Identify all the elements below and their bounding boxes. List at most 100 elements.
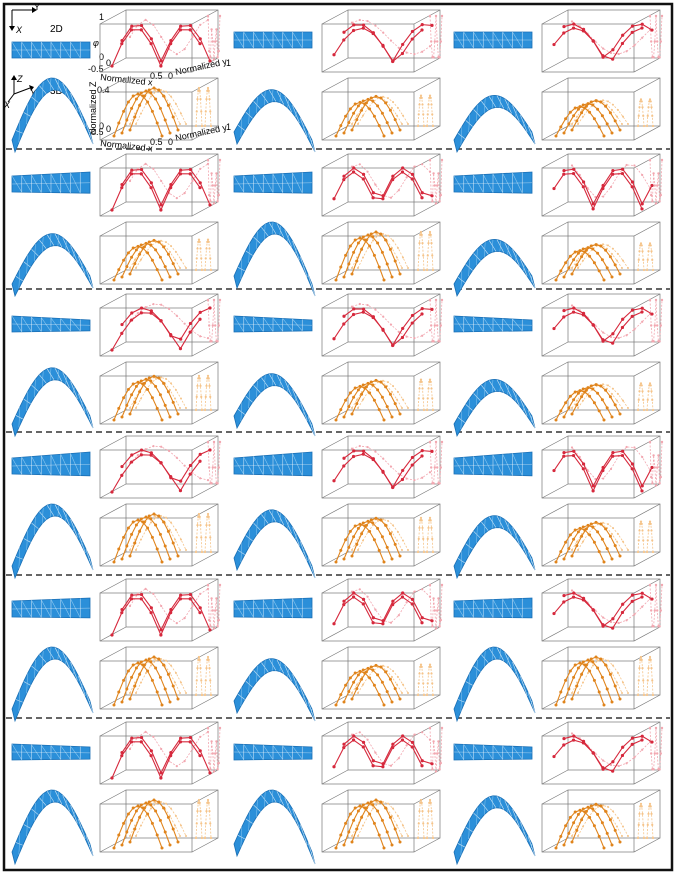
flat-lattice-strip <box>11 743 91 761</box>
arched-lattice-shell <box>233 373 316 437</box>
arched-lattice-shell <box>11 367 94 438</box>
height-curve-panel <box>99 646 219 710</box>
height-curve-panel <box>541 361 661 425</box>
height-curve-panel <box>541 77 661 141</box>
phi-axis-label: φ <box>93 38 99 48</box>
arched-lattice-shell <box>233 789 316 865</box>
height-curve-panel <box>99 77 219 141</box>
phi-curve-panel <box>541 153 664 217</box>
height-curve-panel <box>99 221 219 285</box>
design-grid <box>6 9 670 866</box>
flat-lattice-strip <box>11 315 91 333</box>
height-curve-panel <box>321 646 441 710</box>
label-3d: 3D <box>50 86 63 97</box>
phi-curve-panel <box>541 721 664 785</box>
phi-curve-panel <box>99 9 222 73</box>
flat-lattice-strip <box>233 451 313 477</box>
height-curve-panel <box>321 77 441 141</box>
height-curve-panel <box>541 221 661 285</box>
flat-lattice-strip <box>233 315 313 333</box>
arched-lattice-shell <box>11 646 94 723</box>
y-tick-zero: 0 <box>106 58 111 68</box>
x-tick-zero: 0 <box>168 71 173 81</box>
phi-curve-panel <box>321 9 444 73</box>
flat-lattice-strip <box>11 171 91 194</box>
phi-tick-top: 1 <box>99 12 104 22</box>
arched-lattice-shell <box>11 77 94 154</box>
x-tick-neg: -0.5 <box>88 64 104 74</box>
height-curve-panel <box>541 646 661 710</box>
arched-lattice-shell <box>453 378 536 438</box>
height-curve-panel <box>321 789 441 853</box>
flat-lattice-strip <box>453 31 533 49</box>
flat-lattice-strip <box>233 743 313 761</box>
arched-lattice-shell <box>453 795 536 866</box>
z-axis-label: Normalized Z <box>88 81 98 135</box>
y-tick-zero-z: 0 <box>106 124 111 134</box>
y-axis-label-phi: Normalized y <box>174 56 228 77</box>
y-tick-one-z: 1 <box>226 122 231 132</box>
flat-lattice-strip <box>453 743 533 761</box>
phi-curve-panel <box>321 153 444 217</box>
z-tick-bottom: 0 <box>99 121 104 131</box>
arched-lattice-shell <box>453 515 536 580</box>
phi-curve-panel <box>99 153 222 217</box>
flat-lattice-strip <box>233 597 313 619</box>
height-curve-panel <box>321 503 441 567</box>
arched-lattice-shell <box>453 238 536 298</box>
flat-lattice-strip <box>11 451 91 477</box>
arched-lattice-shell <box>233 509 316 579</box>
flat-lattice-strip <box>11 597 91 619</box>
arched-lattice-shell <box>11 233 94 298</box>
phi-tick-bottom: 0 <box>99 52 104 62</box>
flat-lattice-strip <box>233 31 313 49</box>
height-curve-panel <box>321 361 441 425</box>
axis-z-label: Z <box>16 74 23 84</box>
height-curve-panel <box>99 789 219 853</box>
x-tick-zero-z: 0 <box>168 137 173 147</box>
phi-curve-panel <box>321 293 444 357</box>
arched-lattice-shell <box>233 89 316 153</box>
axes-legend-2d: Y X 2D <box>9 2 63 35</box>
height-curve-panel <box>99 361 219 425</box>
height-curve-panel <box>99 503 219 567</box>
arched-lattice-shell <box>11 503 94 580</box>
flat-lattice-strip <box>453 597 533 619</box>
phi-curve-panel <box>99 293 222 357</box>
x-axis-label-z: Normalized x <box>100 138 154 153</box>
arched-lattice-shell <box>11 789 94 866</box>
phi-curve-panel <box>99 721 222 785</box>
flat-lattice-strip <box>233 171 313 194</box>
phi-curve-panel <box>541 293 664 357</box>
phi-curve-panel <box>99 578 222 642</box>
flat-lattice-strip <box>453 171 533 194</box>
axis-x3d-label: X <box>3 100 11 110</box>
height-curve-panel <box>541 789 661 853</box>
x-tick-pos-z: 0.5 <box>150 137 163 147</box>
height-curve-panel <box>321 221 441 285</box>
flat-lattice-strip <box>453 315 533 333</box>
y-tick-one: 1 <box>226 58 231 68</box>
arched-lattice-shell <box>233 658 316 722</box>
axis-y-label: Y <box>34 2 40 12</box>
arched-lattice-shell <box>233 221 316 297</box>
phi-curve-panel <box>541 9 664 73</box>
x-tick-pos: 0.5 <box>150 71 163 81</box>
phi-curve-panel <box>541 578 664 642</box>
phi-curve-panel <box>321 721 444 785</box>
axis-x-label: X <box>15 25 23 35</box>
x-tick-neg-z: -0.5 <box>88 127 104 137</box>
arched-lattice-shell <box>453 646 536 723</box>
label-2d: 2D <box>50 24 63 35</box>
phi-curve-panel <box>321 578 444 642</box>
phi-curve-panel <box>99 435 222 499</box>
phi-curve-panel <box>541 435 664 499</box>
height-curve-panel <box>541 503 661 567</box>
phi-curve-panel <box>321 435 444 499</box>
first-phi-panel-annotations: φ 1 0 -0.5 0 0.5 0 1 Normalized x Normal… <box>88 12 231 88</box>
flat-lattice-strip <box>11 41 91 59</box>
arched-lattice-shell <box>453 94 536 154</box>
flat-lattice-strip <box>453 451 533 477</box>
